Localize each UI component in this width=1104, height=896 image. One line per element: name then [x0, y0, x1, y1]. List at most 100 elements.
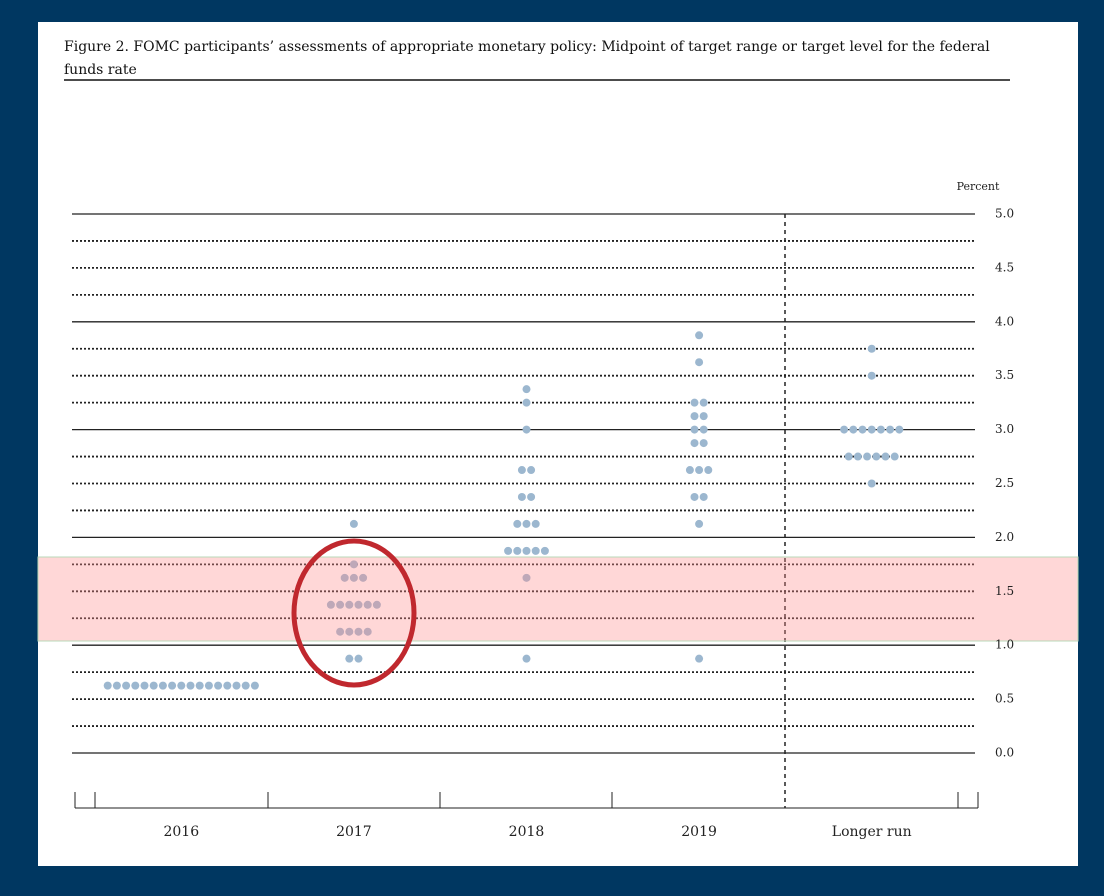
x-axis — [74, 792, 979, 809]
dot — [513, 519, 522, 528]
dot — [540, 546, 549, 555]
dot — [241, 681, 250, 690]
dot — [853, 452, 862, 461]
dot — [354, 654, 363, 663]
dot — [695, 358, 704, 367]
dot — [695, 654, 704, 663]
highlight-circle — [291, 538, 417, 688]
dot — [517, 466, 526, 475]
dot — [890, 452, 899, 461]
dot — [527, 492, 536, 501]
dot — [690, 439, 699, 448]
dot — [872, 452, 881, 461]
dot — [131, 681, 140, 690]
dot — [195, 681, 204, 690]
dot — [204, 681, 213, 690]
dot — [867, 344, 876, 353]
dot — [849, 425, 858, 434]
dot — [522, 398, 531, 407]
dot — [699, 492, 708, 501]
dot — [699, 398, 708, 407]
dot — [522, 425, 531, 434]
x-tick-label: Longer run — [832, 824, 912, 840]
dot — [232, 681, 241, 690]
dot — [704, 466, 713, 475]
dot — [876, 425, 885, 434]
dot — [336, 600, 345, 609]
dot — [522, 654, 531, 663]
dot — [336, 627, 345, 636]
dot — [695, 331, 704, 340]
dot — [690, 425, 699, 434]
dot — [504, 546, 513, 555]
dot — [895, 425, 904, 434]
y-tick-label: 1.5 — [995, 584, 1014, 598]
x-tick-label: 2018 — [509, 824, 545, 840]
y-tick-label: 3.5 — [995, 368, 1014, 382]
dot — [695, 466, 704, 475]
dot — [531, 519, 540, 528]
dot — [690, 412, 699, 421]
dot — [690, 492, 699, 501]
dot — [223, 681, 232, 690]
dot — [886, 425, 895, 434]
dot — [867, 371, 876, 380]
dot — [354, 600, 363, 609]
dot — [354, 627, 363, 636]
dot — [685, 466, 694, 475]
dot — [186, 681, 195, 690]
dot — [345, 600, 354, 609]
dot — [863, 452, 872, 461]
dot — [531, 546, 540, 555]
dot — [522, 385, 531, 394]
dot — [695, 519, 704, 528]
dot — [881, 452, 890, 461]
dot — [522, 546, 531, 555]
dot — [349, 573, 358, 582]
x-tick-label: 2017 — [336, 824, 372, 840]
y-tick-label: 3.0 — [995, 422, 1014, 436]
dot — [363, 600, 372, 609]
dot — [699, 412, 708, 421]
y-tick-label: 4.0 — [995, 314, 1014, 328]
dot — [326, 600, 335, 609]
dot — [149, 681, 158, 690]
dot — [527, 466, 536, 475]
dot — [349, 560, 358, 569]
y-tick-label: 0.5 — [995, 692, 1014, 706]
dot — [214, 681, 223, 690]
y-tick-label: 2.0 — [995, 530, 1014, 544]
dot — [867, 479, 876, 488]
y-tick-label: 2.5 — [995, 476, 1014, 490]
dots — [103, 331, 904, 690]
y-tick-label: 5.0 — [995, 207, 1014, 221]
dot — [372, 600, 381, 609]
dot — [363, 627, 372, 636]
dot — [513, 546, 522, 555]
x-tick-label: 2019 — [681, 824, 717, 840]
dot — [168, 681, 177, 690]
highlight-band — [37, 556, 1079, 642]
dot — [250, 681, 259, 690]
dot — [112, 681, 121, 690]
dot — [858, 425, 867, 434]
dot — [140, 681, 149, 690]
dot — [345, 654, 354, 663]
x-tick-label: 2016 — [163, 824, 199, 840]
dot — [699, 425, 708, 434]
dot — [690, 398, 699, 407]
dot — [522, 573, 531, 582]
dot — [840, 425, 849, 434]
dot — [103, 681, 112, 690]
dot — [699, 439, 708, 448]
dot — [177, 681, 186, 690]
y-tick-label: 1.0 — [995, 638, 1014, 652]
dot — [522, 519, 531, 528]
dot — [349, 519, 358, 528]
dot — [517, 492, 526, 501]
dot — [158, 681, 167, 690]
y-tick-label: 0.0 — [995, 746, 1014, 760]
grid — [72, 213, 975, 754]
